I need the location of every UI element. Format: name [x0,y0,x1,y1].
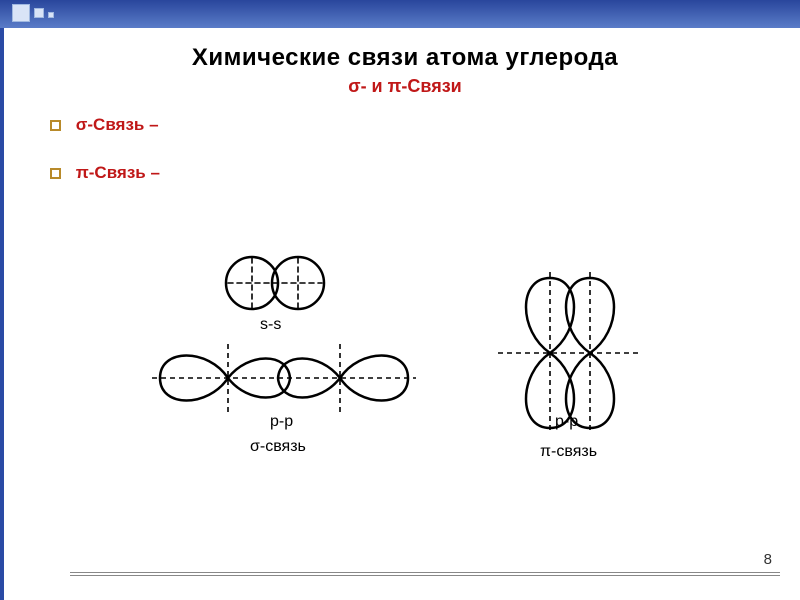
decor-square-3 [48,12,54,18]
pp-pi-label: p-p [555,413,578,431]
sigma-caption: σ-связь [250,438,306,456]
bullet-box-icon [50,120,61,131]
slide-subtitle: σ- и π-Связи [20,76,790,97]
page-number: 8 [764,551,772,568]
decor-square-1 [12,4,30,22]
slide-bottom-rule [70,572,780,576]
bullet-pi-text: π-Связь – [76,163,160,182]
slide-left-edge [0,0,4,600]
sigma-pp-diagram [150,338,420,418]
pi-caption: π-связь [540,443,597,461]
sigma-ss-diagram [210,248,340,318]
bullet-pi: π-Связь – [50,163,790,183]
slide-title: Химические связи атома углерода [20,44,790,72]
bullet-sigma: σ-Связь – [50,115,790,135]
pp-sigma-label: p-p [270,413,293,431]
diagram-area: s-s p-p σ-связь [150,248,710,508]
bullet-sigma-text: σ-Связь – [76,115,159,134]
ss-label: s-s [260,316,281,334]
slide-content: Химические связи атома углерода σ- и π-С… [20,28,790,572]
decor-square-2 [34,8,44,18]
slide-top-bar [0,0,800,28]
bullet-box-icon [50,168,61,179]
